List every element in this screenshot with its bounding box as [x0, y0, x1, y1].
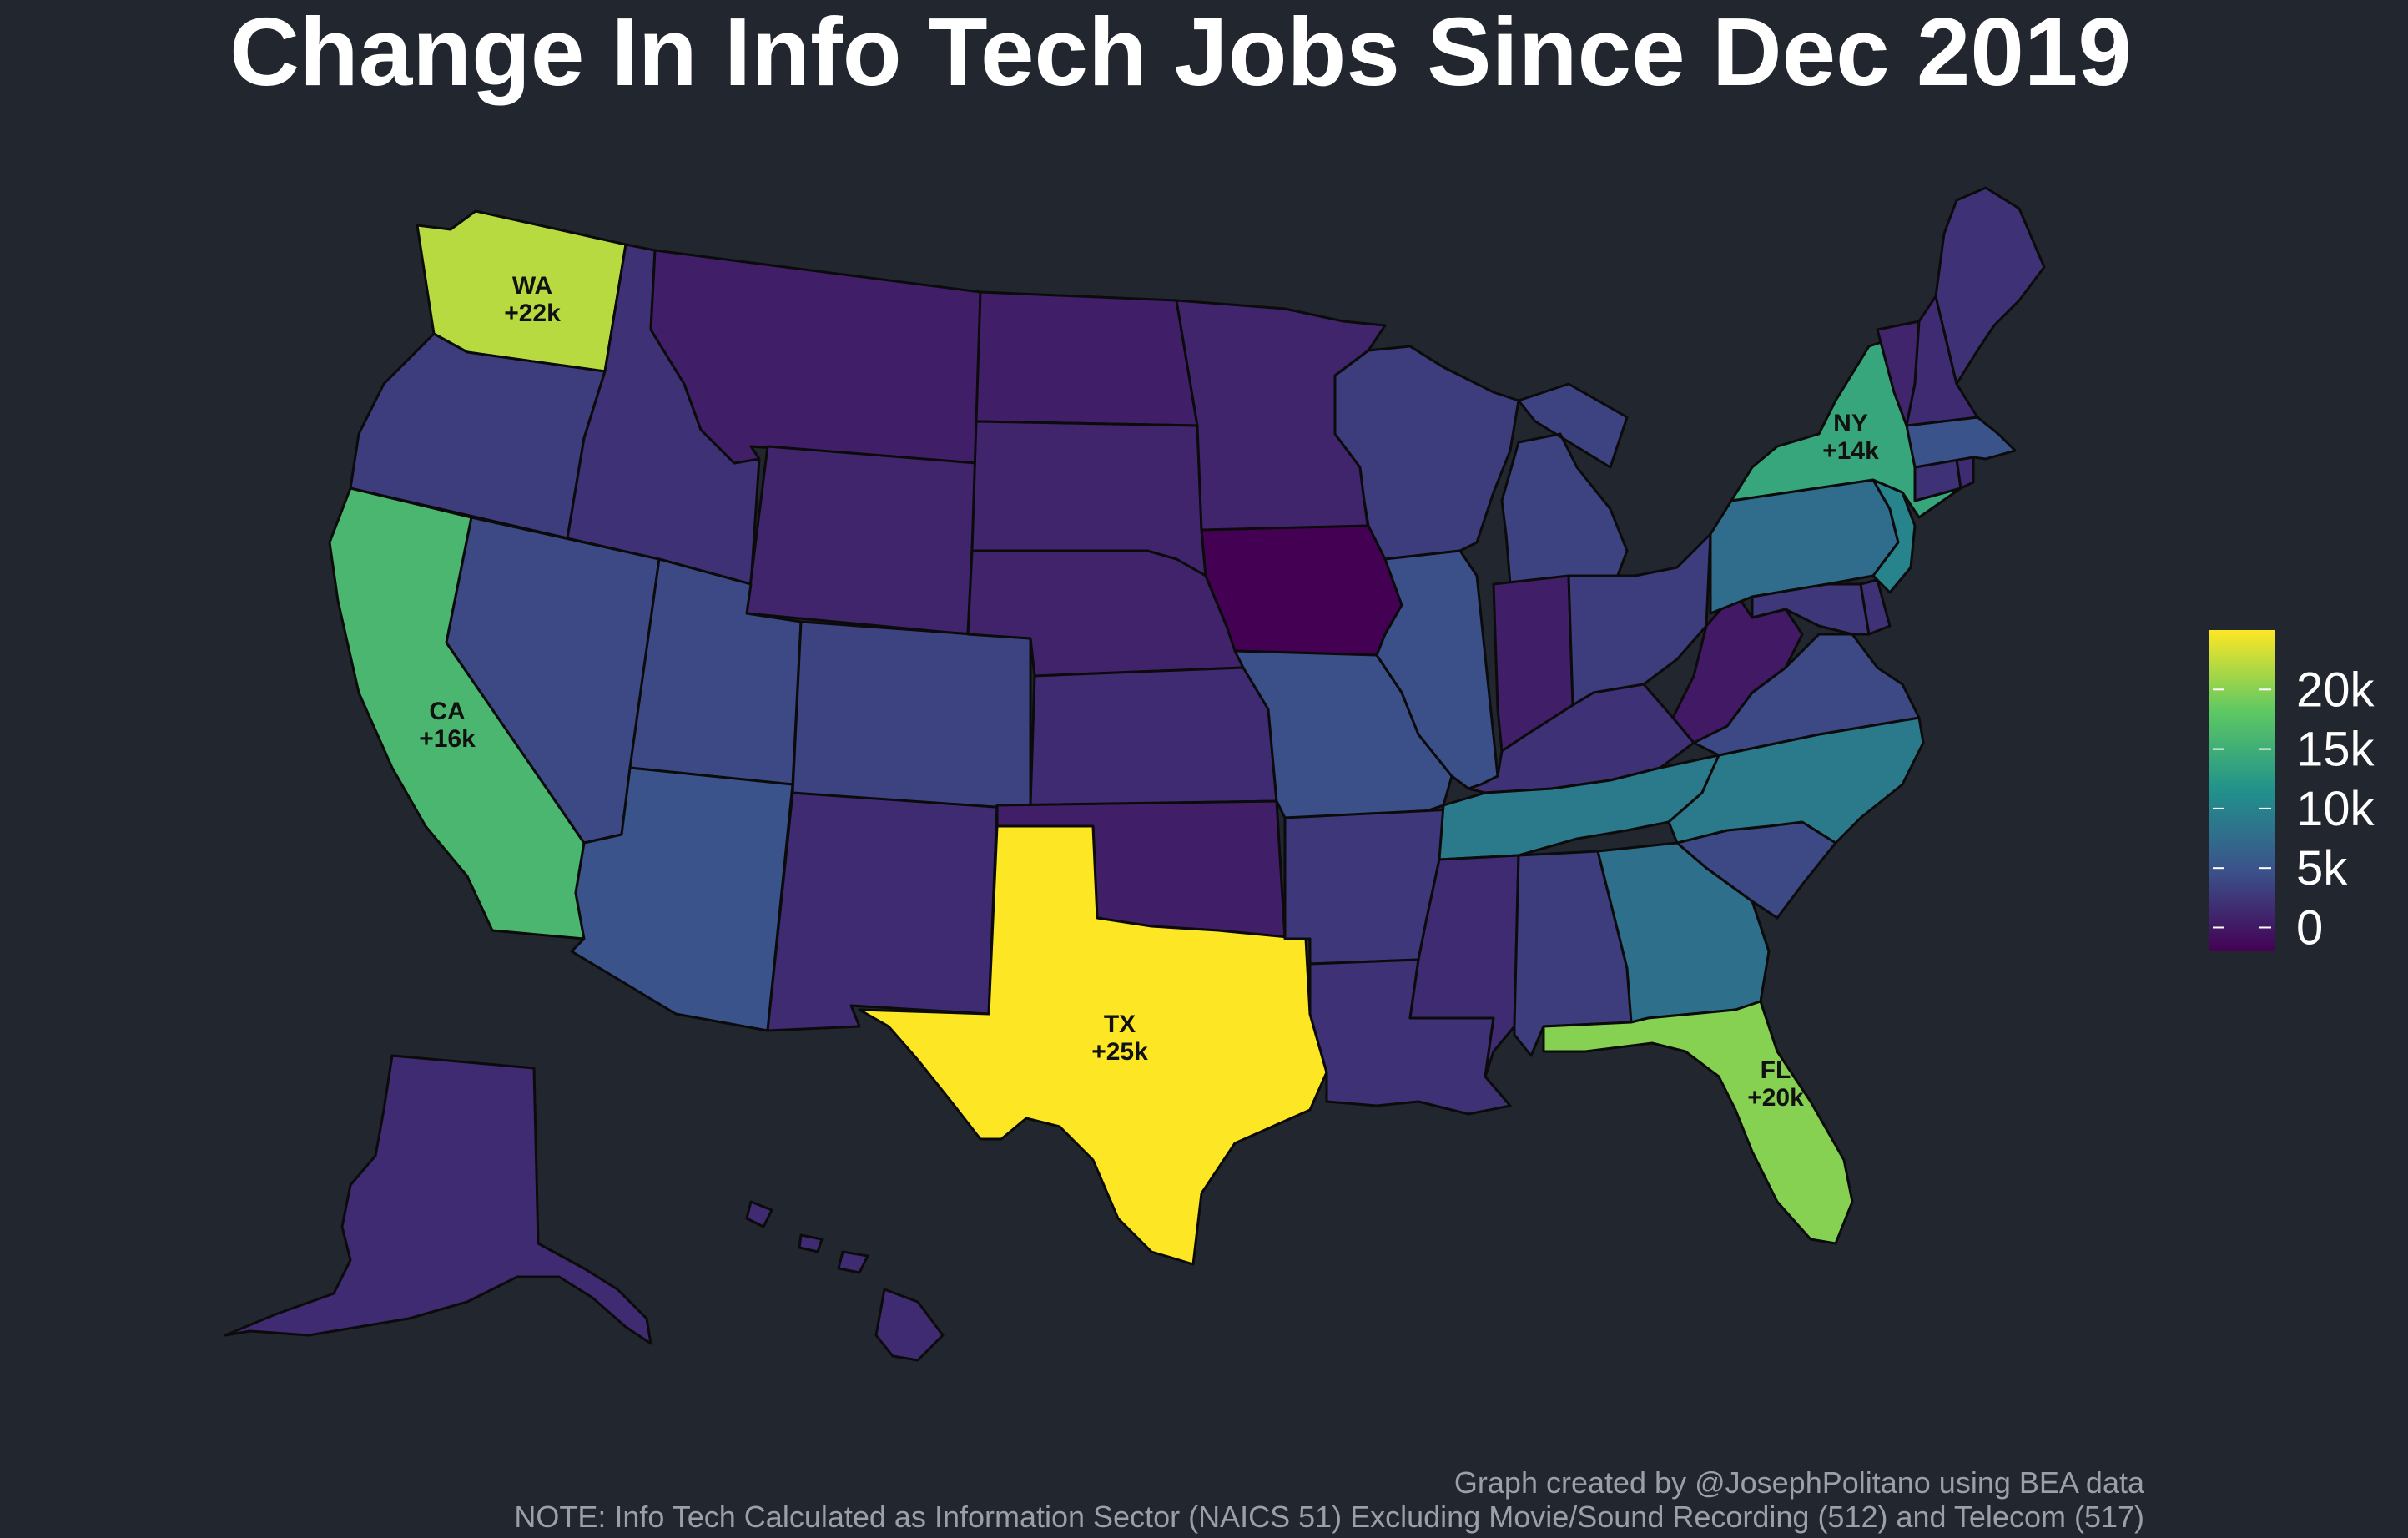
state-value-FL: +20k	[1747, 1084, 1804, 1112]
state-value-TX: +25k	[1091, 1038, 1148, 1066]
state-WI[interactable]	[1333, 345, 1520, 561]
state-WV[interactable]	[1671, 591, 1804, 744]
legend-tick-label: 15k	[2296, 723, 2375, 777]
state-label-CA: CA	[429, 698, 465, 725]
state-value-CA: +16k	[419, 725, 476, 753]
state-RI[interactable]	[1955, 456, 1975, 490]
state-FL[interactable]	[1542, 1000, 1854, 1245]
state-IL[interactable]	[1375, 549, 1499, 790]
state-ND[interactable]	[975, 290, 1199, 427]
state-label-FL: FL	[1761, 1056, 1791, 1084]
state-value-NY: +14k	[1822, 437, 1879, 465]
state-MD[interactable]	[1751, 582, 1871, 636]
legend-tick-label: 10k	[2296, 782, 2375, 836]
state-MA[interactable]	[1905, 416, 2017, 469]
state-value-WA: +22k	[504, 300, 561, 327]
state-KS[interactable]	[1029, 666, 1278, 807]
note-caption: NOTE: Info Tech Calculated as Informatio…	[514, 1500, 2144, 1534]
state-NM[interactable]	[766, 791, 999, 1032]
legend-tick-label: 5k	[2296, 841, 2348, 895]
state-label-TX: TX	[1104, 1011, 1136, 1038]
state-ME[interactable]	[1934, 186, 2046, 386]
state-IA[interactable]	[1200, 524, 1403, 657]
state-label-NY: NY	[1833, 410, 1868, 437]
map-title: Change In Info Tech Jobs Since Dec 2019	[229, 0, 2132, 106]
state-TX[interactable]	[858, 824, 1328, 1266]
state-label-WA: WA	[512, 272, 552, 300]
state-MI[interactable]	[1500, 382, 1629, 594]
state-WY[interactable]	[745, 445, 978, 636]
legend-tick-label: 0	[2296, 900, 2323, 955]
state-NJ[interactable]	[1871, 478, 1917, 594]
source-caption: Graph created by @JosephPolitano using B…	[1453, 1465, 2144, 1500]
legend-colorbar	[2209, 630, 2275, 951]
state-DE[interactable]	[1859, 578, 1892, 636]
state-CO[interactable]	[791, 620, 1032, 811]
state-AK[interactable]	[224, 1054, 652, 1345]
state-HI[interactable]	[745, 1200, 945, 1362]
legend-tick-label: 20k	[2296, 663, 2375, 717]
